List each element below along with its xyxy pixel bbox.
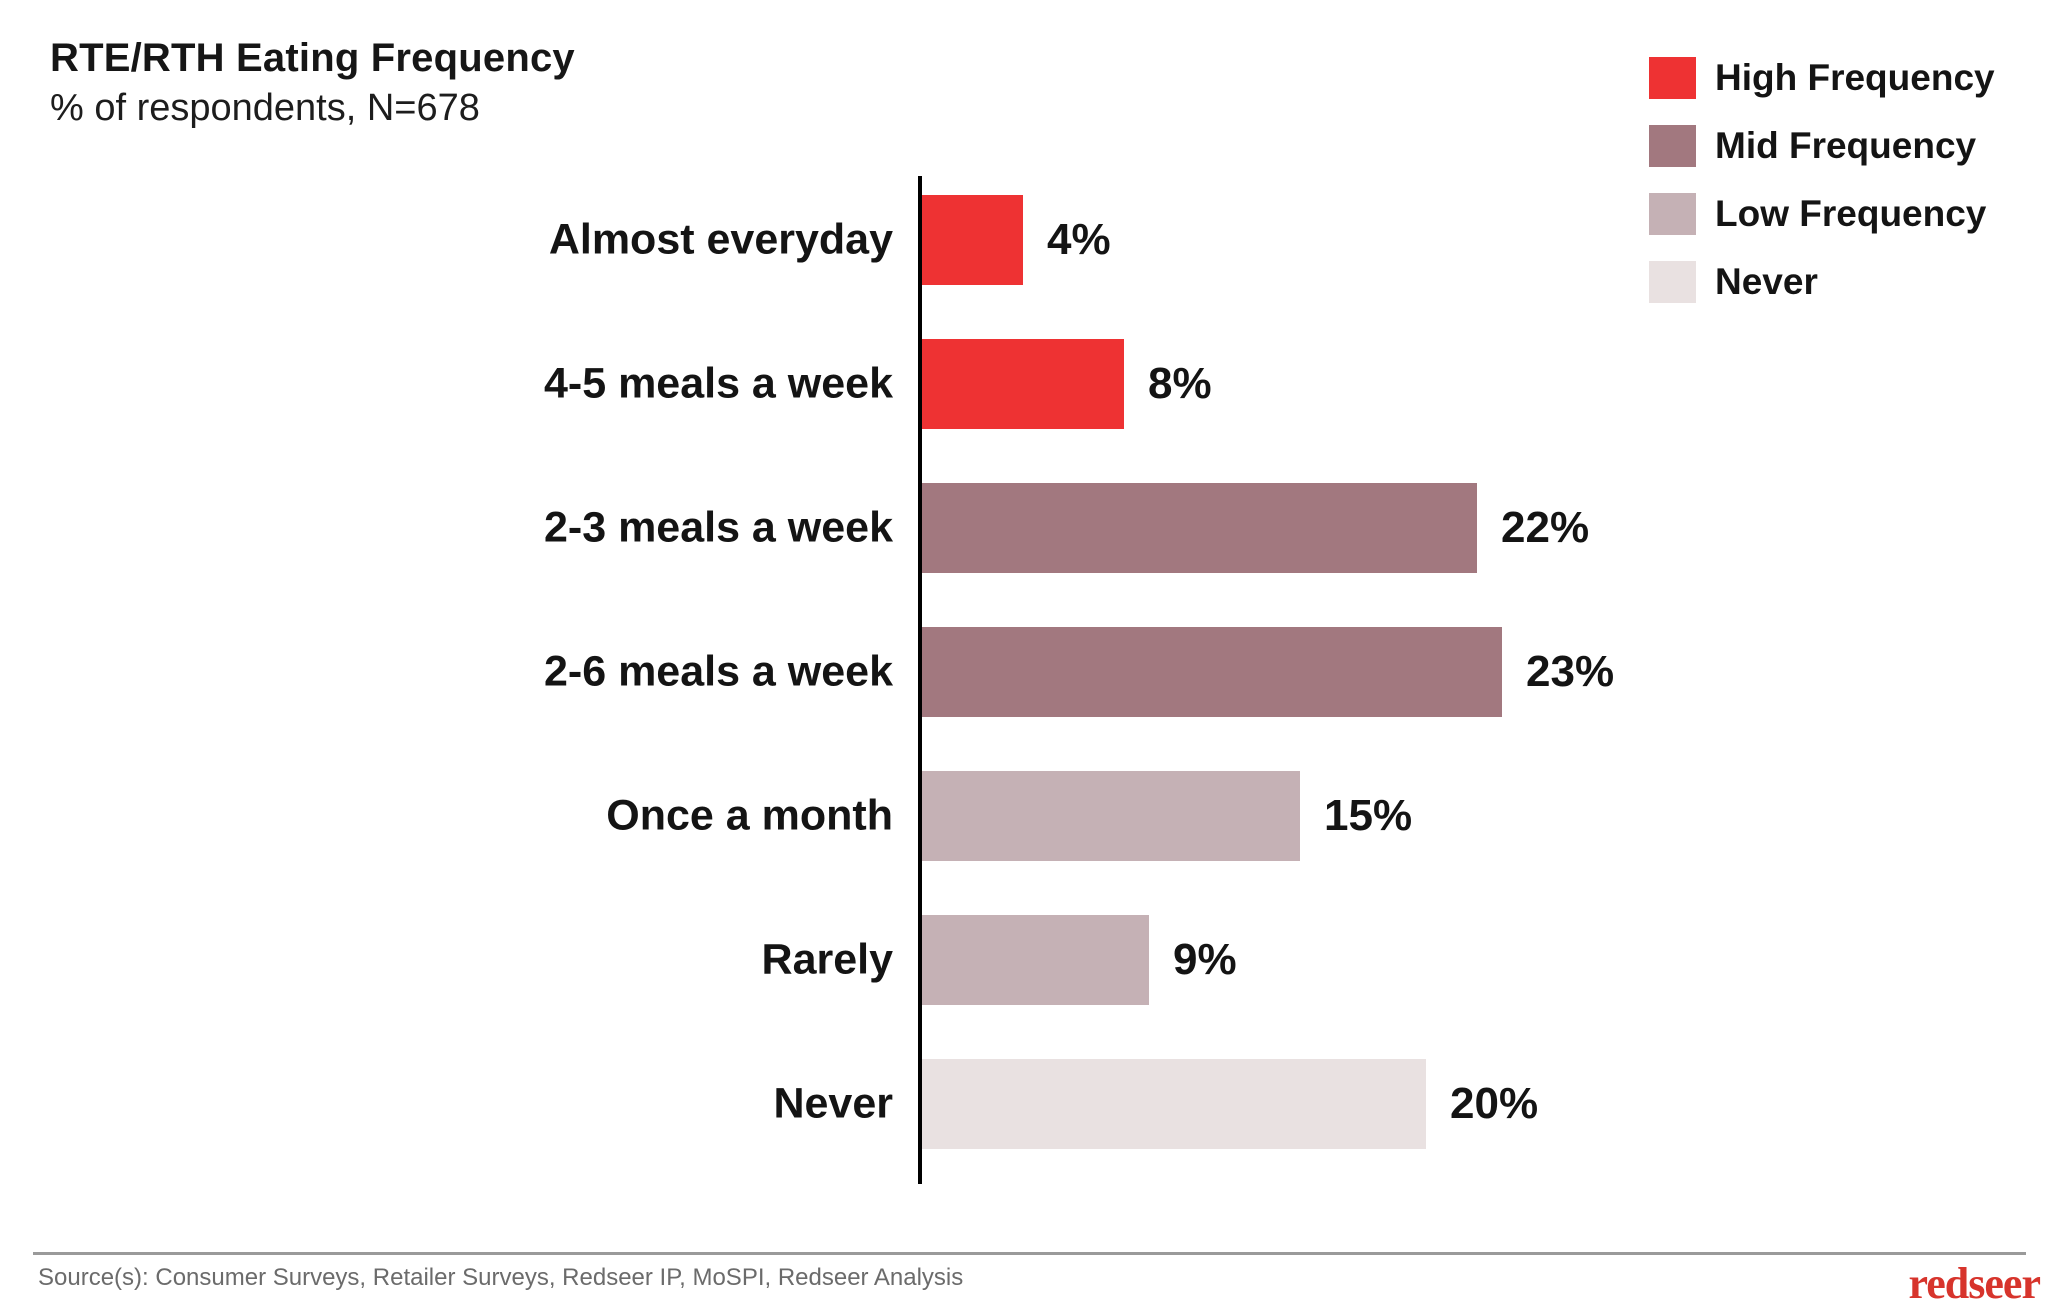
bar (922, 915, 1149, 1005)
legend-label: Low Frequency (1715, 193, 1987, 234)
bar-area: 23% (922, 627, 1614, 717)
bar (922, 195, 1023, 285)
legend-swatch-icon (1649, 125, 1696, 167)
legend-item: Low Frequency (1649, 193, 1995, 235)
value-label: 4% (1047, 215, 1111, 264)
legend-item: Never (1649, 261, 1995, 303)
category-label: Never (773, 1079, 893, 1128)
bar-area: 8% (922, 339, 1212, 429)
legend-label: Never (1715, 261, 1818, 302)
bar-area: 20% (922, 1059, 1538, 1149)
category-label: Once a month (606, 791, 893, 840)
chart-header: RTE/RTH Eating Frequency % of respondent… (50, 36, 575, 130)
bar-area: 4% (922, 195, 1111, 285)
bar (922, 627, 1502, 717)
value-label: 9% (1173, 935, 1237, 984)
value-label: 22% (1501, 503, 1590, 552)
legend-swatch-icon (1649, 57, 1696, 99)
category-label: 4-5 meals a week (543, 359, 893, 408)
footer-divider (33, 1252, 2026, 1255)
bar-row: 4-5 meals a week 8% (0, 312, 2048, 456)
y-axis-line (918, 176, 922, 1184)
bar-row: 2-3 meals a week 22% (0, 456, 2048, 600)
chart-subtitle: % of respondents, N=678 (50, 87, 480, 129)
bar-rows: Almost everyday 4% 4-5 meals a week 8% 2… (0, 168, 2048, 1176)
category-label: Rarely (761, 935, 893, 984)
legend-label: High Frequency (1715, 57, 1995, 98)
value-label: 15% (1324, 791, 1413, 840)
value-label: 23% (1526, 647, 1615, 696)
bar-row: 2-6 meals a week 23% (0, 600, 2048, 744)
bar (922, 483, 1477, 573)
value-label: 8% (1148, 359, 1212, 408)
bar-area: 22% (922, 483, 1589, 573)
category-label: Almost everyday (548, 215, 893, 264)
bar-area: 15% (922, 771, 1412, 861)
legend-label: Mid Frequency (1715, 125, 1977, 166)
legend-item: High Frequency (1649, 57, 1995, 99)
chart-title: RTE/RTH Eating Frequency (50, 36, 575, 80)
legend-swatch-icon (1649, 193, 1696, 235)
bar-row: Once a month 15% (0, 744, 2048, 888)
bar (922, 1059, 1426, 1149)
category-label: 2-3 meals a week (543, 503, 893, 552)
category-label: 2-6 meals a week (543, 647, 893, 696)
bar (922, 771, 1300, 861)
redseer-logo: redseer (1908, 1259, 2041, 1308)
legend: High Frequency Mid Frequency Low Frequen… (1649, 57, 1995, 329)
value-label: 20% (1450, 1079, 1539, 1128)
bar-row: Rarely 9% (0, 888, 2048, 1032)
bar-area: 9% (922, 915, 1237, 1005)
bar (922, 339, 1124, 429)
source-text: Source(s): Consumer Surveys, Retailer Su… (38, 1264, 964, 1291)
bar-row: Never 20% (0, 1032, 2048, 1176)
bar-row: Almost everyday 4% (0, 168, 2048, 312)
legend-swatch-icon (1649, 261, 1696, 303)
legend-item: Mid Frequency (1649, 125, 1995, 167)
